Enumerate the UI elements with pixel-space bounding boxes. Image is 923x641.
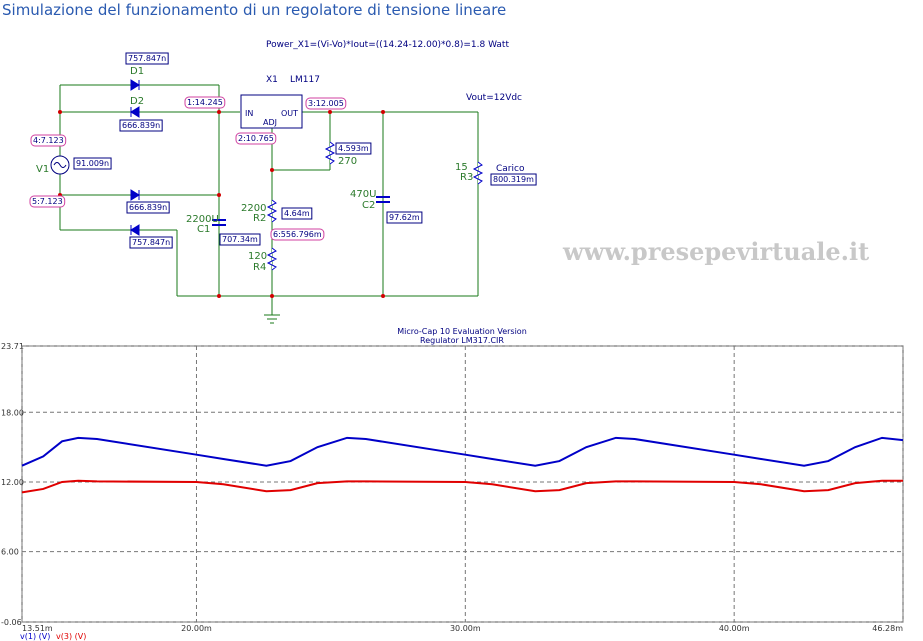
node-label: 2:10.765 — [238, 134, 274, 143]
current-label: 91.009n — [76, 159, 109, 168]
x-tick-label: 30.00m — [450, 624, 481, 633]
part-label: 2200U — [186, 214, 219, 225]
part-label: R3 — [460, 172, 473, 183]
title: Simulazione del funzionamento di un rego… — [2, 1, 506, 19]
y-tick-label: -0.06 — [1, 618, 22, 627]
label-box — [386, 211, 423, 224]
node-label: 4:7.123 — [33, 136, 64, 145]
x-tick-label: 20.00m — [181, 624, 212, 633]
part-label: 470U — [350, 189, 376, 200]
part-label: 120 — [248, 251, 267, 262]
label-box — [235, 132, 277, 145]
ic-model: LM117 — [290, 75, 320, 85]
watermark: www.presepevirtuale.it — [562, 237, 869, 266]
part-label: 270 — [338, 156, 357, 167]
part-label: R2 — [253, 213, 266, 224]
label-box — [125, 52, 169, 65]
part-label: D1 — [130, 66, 144, 77]
x-tick-label: 13.51m — [22, 624, 53, 633]
label-box — [73, 157, 112, 170]
current-label: 757.847n — [128, 54, 166, 63]
current-label: 97.62m — [389, 213, 420, 222]
y-tick-label: 12.00 — [1, 478, 24, 487]
part-label: 2200 — [241, 203, 266, 214]
node-label: 6:556.796m — [273, 230, 322, 239]
current-label: 666.839n — [122, 121, 160, 130]
label-box — [335, 142, 372, 155]
part-label: R4 — [253, 262, 266, 273]
y-tick-label: 18.00 — [1, 408, 24, 417]
formula: Power_X1=(Vi-Vo)*Iout=((14.24-12.00)*0.8… — [266, 40, 509, 50]
vout-label: Vout=12Vdc — [466, 93, 522, 103]
series-line — [21, 479, 903, 494]
current-label: 666.839n — [129, 203, 167, 212]
label-box — [126, 201, 170, 214]
series-line — [21, 436, 904, 467]
part-label: D2 — [130, 96, 144, 107]
y-tick-label: 23.71 — [1, 342, 24, 351]
label-box — [29, 195, 66, 208]
pin: IN — [245, 109, 253, 118]
label-box — [305, 97, 347, 110]
pin: OUT — [281, 109, 298, 118]
label-box — [219, 233, 261, 246]
x-tick-label: 40.00m — [719, 624, 750, 633]
part-label: Carico — [496, 164, 525, 174]
label-box — [490, 173, 537, 186]
part-label: 15 — [455, 162, 468, 173]
y-tick-label: 6.00 — [1, 548, 19, 557]
ic-name: X1 — [266, 75, 278, 85]
label-box — [129, 236, 173, 249]
label-box — [30, 134, 67, 147]
current-label: 707.34m — [222, 235, 258, 244]
part-label: C2 — [362, 200, 375, 211]
legend-label: v(1) (V) — [20, 632, 50, 641]
label-box — [270, 228, 325, 241]
x-tick-label: 46.28m — [872, 624, 903, 633]
chart-title: Micro-Cap 10 Evaluation Version — [397, 327, 527, 336]
node-label: 3:12.005 — [308, 99, 344, 108]
label-box — [281, 207, 313, 220]
current-label: 4.64m — [284, 209, 310, 218]
pin: ADJ — [263, 118, 277, 127]
legend-label: v(3) (V) — [56, 632, 86, 641]
current-label: 4.593m — [338, 144, 369, 153]
current-label: 757.847n — [132, 238, 170, 247]
node-label: 5:7.123 — [32, 197, 63, 206]
label-box — [184, 96, 226, 109]
part-label: V1 — [36, 164, 49, 175]
plot-frame — [21, 345, 904, 623]
node-label: 1:14.245 — [187, 98, 223, 107]
chart-subtitle: Regulator LM317.CIR — [420, 336, 504, 345]
current-label: 800.319m — [493, 175, 534, 184]
part-label: C1 — [197, 224, 210, 235]
wires — [50, 79, 484, 324]
label-box — [119, 119, 163, 132]
